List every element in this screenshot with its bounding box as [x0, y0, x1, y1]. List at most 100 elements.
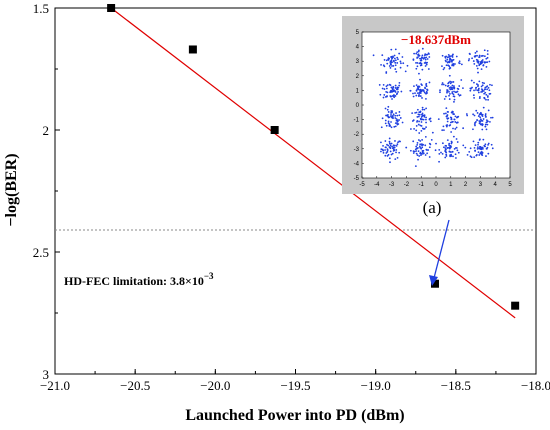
constellation-point: [384, 140, 386, 142]
constellation-point: [486, 85, 488, 87]
constellation-point: [393, 149, 395, 151]
constellation-point: [418, 155, 420, 157]
constellation-point: [415, 129, 417, 131]
constellation-point: [438, 161, 440, 163]
constellation-point: [480, 123, 482, 125]
constellation-point: [448, 144, 450, 146]
constellation-point: [395, 71, 397, 73]
constellation-point: [491, 144, 493, 146]
constellation-point: [385, 122, 387, 124]
constellation-point: [442, 55, 444, 57]
constellation-point: [453, 101, 455, 103]
constellation-point: [389, 157, 391, 159]
constellation-point: [391, 98, 393, 100]
constellation-point: [477, 148, 479, 150]
constellation-point: [389, 138, 391, 140]
constellation-point: [425, 122, 427, 124]
constellation-point: [423, 90, 425, 92]
y-tick-label: 3: [43, 367, 50, 382]
constellation-point: [413, 128, 415, 130]
constellation-point: [390, 116, 392, 118]
inset-constellation: -5 -4 -3 -2 -1 0 1 2 3 4 5 -5-4-3-2-1012345 −18.63…: [342, 16, 524, 194]
constellation-point: [453, 95, 455, 97]
constellation-point: [443, 146, 445, 148]
constellation-point: [484, 145, 486, 147]
constellation-point: [387, 109, 389, 111]
constellation-point: [490, 117, 492, 119]
y-tick-label: 2.5: [33, 245, 49, 260]
constellation-point: [386, 125, 388, 127]
constellation-point: [392, 86, 394, 88]
constellation-point: [453, 136, 455, 138]
constellation-point: [480, 148, 482, 150]
constellation-point: [470, 155, 472, 157]
constellation-point: [448, 54, 450, 56]
constellation-point: [452, 113, 454, 115]
constellation-point: [439, 89, 441, 91]
constellation-point: [420, 119, 422, 121]
constellation-point: [421, 69, 423, 71]
constellation-point: [425, 65, 427, 67]
constellation-point: [429, 146, 431, 148]
constellation-point: [473, 82, 475, 84]
constellation-point: [444, 98, 446, 100]
constellation-point: [473, 140, 475, 142]
constellation-point: [443, 113, 445, 115]
constellation-point: [421, 146, 423, 148]
constellation-point: [427, 149, 429, 151]
constellation-point: [445, 60, 447, 62]
constellation-point: [479, 138, 481, 140]
constellation-point: [421, 97, 423, 99]
constellation-point: [488, 110, 490, 112]
constellation-point: [487, 99, 489, 101]
constellation-point: [486, 124, 488, 126]
constellation-point: [456, 91, 458, 93]
constellation-point: [455, 153, 457, 155]
constellation-point: [412, 58, 414, 60]
constellation-point: [479, 55, 481, 57]
constellation-point: [478, 61, 480, 63]
constellation-point: [449, 154, 451, 156]
constellation-point: [395, 59, 397, 61]
constellation-point: [447, 121, 449, 123]
constellation-point: [438, 153, 440, 155]
constellation-point: [449, 75, 451, 77]
constellation-point: [460, 94, 462, 96]
constellation-point: [450, 119, 452, 121]
constellation-point: [484, 98, 486, 100]
constellation-point: [469, 90, 471, 92]
constellation-point: [445, 113, 447, 115]
constellation-point: [476, 55, 478, 57]
constellation-point: [488, 143, 490, 145]
constellation-point: [471, 80, 473, 82]
constellation-point: [380, 64, 382, 66]
constellation-point: [427, 58, 429, 60]
inset-y-tick-label: -3: [354, 147, 360, 153]
constellation-point: [415, 165, 417, 167]
constellation-point: [418, 92, 420, 94]
constellation-point: [447, 139, 449, 141]
constellation-point: [386, 151, 388, 153]
constellation-point: [445, 147, 447, 149]
constellation-point: [415, 150, 417, 152]
constellation-point: [396, 143, 398, 145]
constellation-point: [446, 147, 448, 149]
constellation-point: [458, 152, 460, 154]
x-axis: −21.0 −20.5 −20.0 −19.5 −19.0 −18.5 −18.0: [40, 369, 550, 393]
constellation-point: [391, 112, 393, 114]
constellation-point: [422, 48, 424, 50]
constellation-point: [426, 152, 428, 154]
constellation-point: [451, 81, 453, 83]
constellation-point: [393, 113, 395, 115]
constellation-point: [452, 53, 454, 55]
constellation-point: [422, 144, 424, 146]
constellation-point: [480, 63, 482, 65]
constellation-point: [485, 126, 487, 128]
constellation-point: [456, 117, 458, 119]
constellation-point: [428, 68, 430, 70]
constellation-point: [454, 63, 456, 65]
constellation-point: [391, 61, 393, 63]
inset-x-tick-label: -1: [419, 182, 425, 188]
constellation-point: [484, 55, 486, 57]
constellation-point: [386, 88, 388, 90]
